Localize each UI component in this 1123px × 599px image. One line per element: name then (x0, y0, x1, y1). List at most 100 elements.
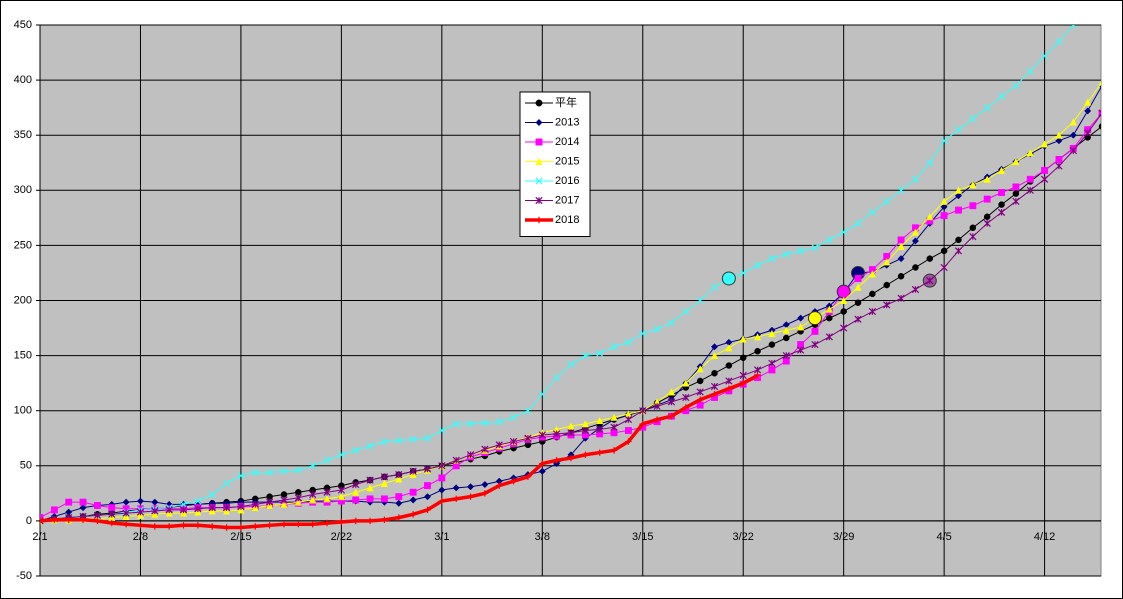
data-point (265, 498, 274, 506)
data-point (897, 242, 905, 250)
data-point (252, 523, 259, 530)
y-tick-label: 350 (14, 129, 32, 141)
data-point (108, 504, 116, 512)
data-point (997, 93, 1006, 101)
highlight-point (922, 273, 937, 288)
data-point (811, 243, 819, 252)
data-point (409, 511, 417, 518)
data-point (539, 460, 546, 467)
data-point (725, 377, 733, 385)
data-point (1098, 80, 1101, 86)
data-point (610, 429, 618, 437)
data-point (682, 307, 690, 316)
data-point (423, 434, 432, 442)
y-tick-label: -50 (16, 570, 32, 582)
data-point (495, 418, 503, 426)
data-point (409, 470, 417, 479)
data-point (337, 486, 346, 494)
data-point (509, 437, 518, 446)
x-tick-label: 2/22 (331, 531, 352, 543)
data-point (380, 473, 389, 481)
data-point (179, 500, 188, 508)
data-point (395, 475, 403, 483)
data-point (653, 402, 661, 410)
data-point (223, 524, 230, 531)
data-point (1041, 167, 1049, 174)
data-point (782, 351, 790, 360)
data-point (897, 255, 905, 263)
data-point (725, 344, 733, 352)
data-point (581, 351, 589, 360)
data-point (366, 442, 374, 450)
data-point (438, 486, 446, 494)
data-point (653, 325, 661, 333)
legend-marker (535, 216, 543, 224)
legend-label: 2017 (555, 194, 579, 206)
data-point (840, 308, 847, 315)
data-point (409, 467, 417, 475)
data-point (165, 506, 173, 514)
data-point (883, 252, 891, 260)
data-point (1026, 186, 1034, 194)
data-point (294, 466, 302, 474)
data-point (797, 247, 805, 255)
x-tick-label: 2/15 (230, 531, 251, 543)
data-point (237, 506, 245, 514)
legend-marker (535, 177, 543, 185)
data-point (854, 219, 862, 227)
data-point (610, 423, 618, 431)
x-tick-label: 4/12 (1034, 531, 1055, 543)
data-point (581, 420, 589, 428)
data-point (1012, 157, 1020, 166)
y-tick-label: 100 (14, 405, 32, 417)
data-point (1084, 107, 1092, 115)
data-point (596, 349, 604, 358)
data-point (409, 496, 417, 504)
data-point (309, 496, 317, 504)
data-point (553, 374, 561, 382)
legend-label: 2018 (555, 214, 579, 226)
data-point (366, 517, 374, 525)
data-point (294, 498, 302, 506)
data-point (940, 247, 948, 255)
data-point (840, 324, 848, 332)
data-point (122, 521, 130, 528)
data-point (510, 478, 517, 485)
data-point (423, 465, 432, 473)
data-point (768, 329, 776, 338)
data-point (825, 305, 833, 313)
data-point (495, 441, 503, 449)
data-point (553, 430, 561, 438)
data-point (567, 422, 575, 430)
data-point (768, 341, 776, 348)
data-point (65, 498, 73, 506)
data-point (194, 522, 202, 529)
data-point (208, 490, 216, 499)
data-point (739, 354, 747, 361)
data-point (639, 420, 646, 428)
data-point (1098, 109, 1101, 117)
data-point (452, 456, 460, 464)
data-point (897, 186, 905, 194)
x-tick-label: 4/5 (936, 531, 951, 543)
data-point (754, 372, 761, 379)
data-point (682, 393, 690, 402)
data-point (366, 476, 374, 484)
data-point (338, 518, 345, 526)
data-point (639, 407, 647, 415)
data-point (524, 434, 532, 442)
data-point (811, 327, 819, 335)
data-point (452, 495, 460, 503)
data-point (1012, 81, 1020, 90)
y-tick-label: 50 (20, 460, 32, 472)
data-point (136, 508, 145, 516)
data-point (596, 425, 604, 434)
data-point (1084, 129, 1092, 137)
x-tick-label: 3/1 (434, 531, 449, 543)
data-point (625, 438, 632, 445)
data-point (251, 503, 259, 512)
legend-marker (535, 118, 543, 127)
data-point (969, 232, 977, 241)
data-point (869, 290, 876, 298)
data-point (323, 488, 331, 496)
